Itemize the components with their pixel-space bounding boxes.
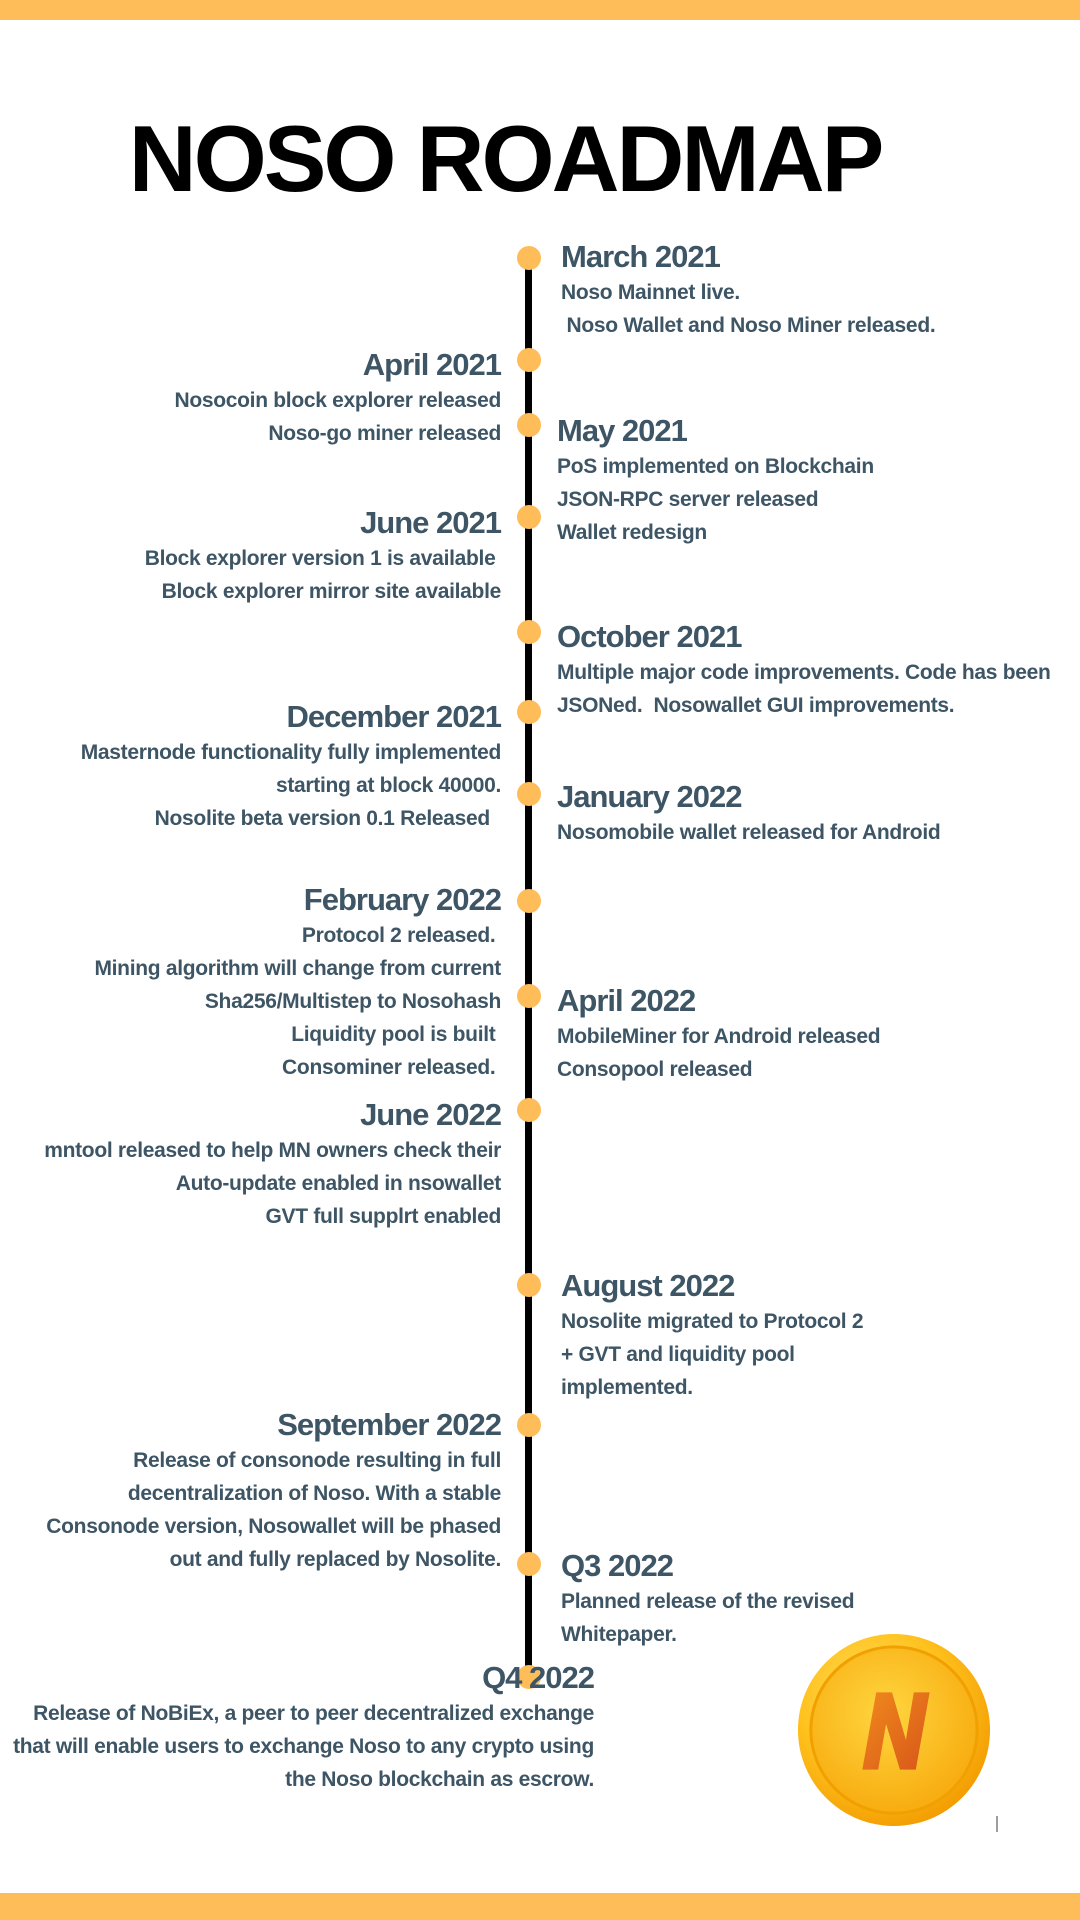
milestone-description-line: Noso Mainnet live.	[561, 281, 740, 304]
timeline-dot	[517, 889, 541, 913]
milestone-description-line: Mining algorithm will change from curren…	[94, 957, 501, 980]
milestone-description-line: PoS implemented on Blockchain	[557, 455, 874, 478]
milestone-4: October 2021 Multiple major code improvem…	[557, 618, 1077, 722]
timeline-dot	[517, 1552, 541, 1576]
milestone-description-line: Block explorer mirror site available	[161, 580, 502, 603]
milestone-description-line: that will enable users to exchange Noso …	[13, 1735, 594, 1758]
milestone-12: Q3 2022 Planned release of the revised Whi…	[561, 1547, 1061, 1651]
milestone-description-line: + GVT and liquidity pool	[561, 1343, 795, 1366]
timeline-dot	[517, 246, 541, 270]
milestone-description-line: Release of consonode resulting in full	[133, 1449, 501, 1472]
milestone-date: February 2022	[303, 882, 502, 917]
bottom-accent-band	[0, 1893, 1080, 1920]
milestone-description-line: Consopool released	[557, 1058, 753, 1081]
milestone-description-line: starting at block 40000.	[275, 774, 501, 797]
timeline-dot	[517, 505, 541, 529]
milestone-11: September 2022 Release of consonode resul…	[0, 1406, 502, 1576]
milestone-description-line: Release of NoBiEx, a peer to peer decent…	[33, 1702, 594, 1725]
timeline-line	[525, 255, 532, 1675]
milestone-0: March 2021 Noso Mainnet live. Noso Wallet…	[561, 238, 1061, 342]
milestone-description-line: Consonode version, Nosowallet will be ph…	[46, 1515, 501, 1538]
timeline-dot	[517, 700, 541, 724]
milestone-description-line: Protocol 2 released.	[301, 924, 501, 947]
milestone-2: May 2021 PoS implemented on Blockchain JSO…	[557, 412, 1057, 549]
milestone-description-line: Liquidity pool is built	[291, 1023, 501, 1046]
milestone-description-line: the Noso blockchain as escrow.	[285, 1768, 594, 1791]
milestone-date: Q3 2022	[561, 1548, 674, 1583]
milestone-date: June 2021	[360, 505, 502, 540]
milestone-description-line: Masternode functionality fully implement…	[80, 741, 502, 764]
milestone-6: January 2022 Nosomobile wallet released f…	[557, 778, 1057, 849]
milestone-date: March 2021	[561, 239, 721, 274]
milestone-description-line: Multiple major code improvements. Code h…	[557, 661, 1051, 684]
timeline-dot	[517, 1273, 541, 1297]
milestone-date: Q4 2022	[482, 1660, 595, 1695]
milestone-description-line: Whitepaper.	[561, 1623, 677, 1646]
milestone-date: August 2022	[561, 1268, 735, 1303]
milestone-description-line: GVT full supplrt enabled	[265, 1205, 502, 1228]
timeline-dot	[517, 1665, 541, 1689]
milestone-date: October 2021	[557, 619, 742, 654]
timeline-dot	[517, 620, 541, 644]
milestone-7: February 2022 Protocol 2 released. Mining…	[0, 881, 502, 1084]
milestone-8: April 2022 MobileMiner for Android releas…	[557, 982, 1057, 1086]
milestone-13: Q4 2022 Release of NoBiEx, a peer to peer…	[0, 1659, 595, 1796]
milestone-description-line: MobileMiner for Android released	[557, 1025, 881, 1048]
timeline-dot	[517, 348, 541, 372]
milestone-description-line: out and fully replaced by Nosolite.	[169, 1548, 502, 1571]
timeline-dot	[517, 1413, 541, 1437]
milestone-date: January 2022	[557, 779, 742, 814]
milestone-3: June 2021 Block explorer version 1 is ava…	[0, 504, 502, 608]
noso-coin-logo-icon	[797, 1633, 991, 1827]
milestone-date: April 2021	[362, 347, 502, 382]
timeline-dot	[517, 782, 541, 806]
milestone-description-line: Nosolite migrated to Protocol 2	[561, 1310, 864, 1333]
milestone-9: June 2022 mntool released to help MN owne…	[0, 1096, 502, 1233]
milestone-date: December 2021	[286, 699, 503, 734]
milestone-description-line: JSONed. Nosowallet GUI improvements.	[557, 694, 955, 717]
milestone-1: April 2021 Nosocoin block explorer releas…	[0, 346, 502, 450]
milestone-5: December 2021 Masternode functionality fu…	[0, 698, 503, 835]
milestone-description-line: Sha256/Multistep to Nosohash	[204, 990, 501, 1013]
milestone-description-line: JSON-RPC server released	[557, 488, 819, 511]
milestone-description-line: Consominer released.	[282, 1056, 501, 1079]
text-cursor	[996, 1816, 998, 1832]
milestone-description-line: implemented.	[561, 1376, 693, 1399]
milestone-date: May 2021	[557, 413, 688, 448]
milestone-10: August 2022 Nosolite migrated to Protocol…	[561, 1267, 1061, 1404]
top-accent-band	[0, 0, 1080, 20]
milestone-description-line: Noso-go miner released	[268, 422, 501, 445]
milestone-description-line: Block explorer version 1 is available	[144, 547, 501, 570]
milestone-description-line: mntool released to help MN owners check …	[44, 1139, 501, 1162]
milestone-description-line: decentralization of Noso. With a stable	[127, 1482, 501, 1505]
milestone-description-line: Nosomobile wallet released for Android	[557, 821, 941, 844]
milestone-description-line: Nosocoin block explorer released	[174, 389, 501, 412]
milestone-description-line: Planned release of the revised	[561, 1590, 855, 1613]
milestone-date: April 2022	[557, 983, 696, 1018]
milestone-date: June 2022	[360, 1097, 502, 1132]
milestone-description-line: Nosolite beta version 0.1 Released	[154, 807, 501, 830]
page-title: NOSO ROADMAP	[128, 106, 885, 211]
timeline-dot	[517, 413, 541, 437]
milestone-description-line: Wallet redesign	[557, 521, 707, 544]
milestone-description-line: Auto-update enabled in nsowallet	[175, 1172, 502, 1195]
timeline-dot	[517, 1098, 541, 1122]
milestone-date: September 2022	[277, 1407, 502, 1442]
milestone-description-line: Noso Wallet and Noso Miner released.	[561, 314, 936, 337]
timeline-dot	[517, 984, 541, 1008]
